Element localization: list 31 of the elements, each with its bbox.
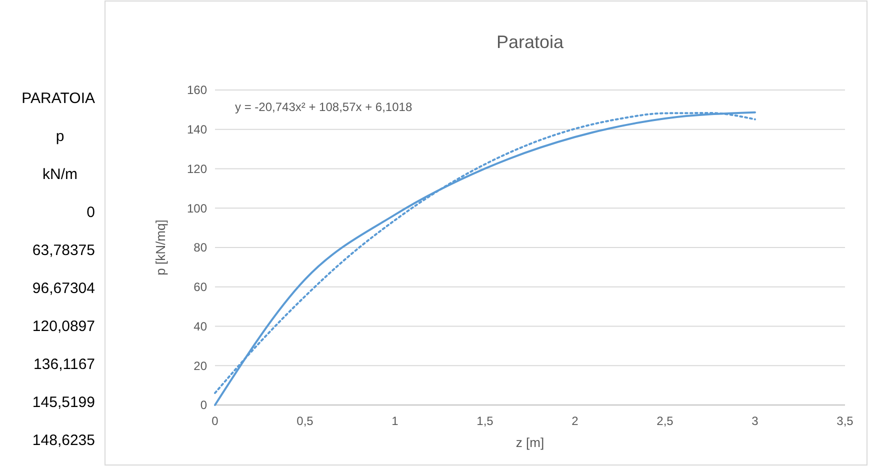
x-axis-title: z [m] — [516, 435, 544, 450]
text: 136,1167 — [34, 356, 95, 373]
x-tick-label: 2,5 — [656, 414, 674, 428]
y-tick-label: 60 — [194, 280, 208, 294]
y-tick-label: 80 — [194, 240, 208, 255]
x-tick-label: 0 — [212, 414, 219, 428]
annotation: y = -20,743x² + 108,57x + 6,1018 — [235, 100, 412, 114]
text: p — [56, 128, 64, 145]
text: PARATOIA — [22, 90, 95, 107]
y-tick-label: 20 — [194, 358, 208, 373]
y-tick-label: 160 — [186, 83, 208, 98]
chart-title: Paratoia — [496, 32, 565, 52]
text: 145,5199 — [32, 394, 95, 411]
y-tick-label: 120 — [186, 162, 208, 176]
x-tick-label: 1 — [392, 414, 399, 428]
text: 0 — [86, 204, 95, 221]
text: 96,67304 — [32, 280, 95, 297]
text: 63,78375 — [32, 242, 95, 259]
text: 148,6235 — [32, 432, 95, 449]
text: kN/m — [42, 166, 78, 183]
x-tick-label: 3,5 — [836, 414, 854, 428]
text: 120,0897 — [32, 318, 95, 335]
x-tick-label: 2 — [572, 414, 579, 428]
y-tick-label: 140 — [186, 122, 208, 137]
y-tick-label: 100 — [186, 201, 208, 216]
x-tick-label: 3 — [752, 414, 759, 428]
y-tick-label: 0 — [200, 398, 208, 412]
x-tick-label: 0,5 — [296, 414, 314, 428]
x-tick-label: 1,5 — [476, 414, 494, 428]
y-axis-title: p [kN/mq] — [153, 220, 168, 276]
y-tick-label: 40 — [194, 319, 208, 334]
